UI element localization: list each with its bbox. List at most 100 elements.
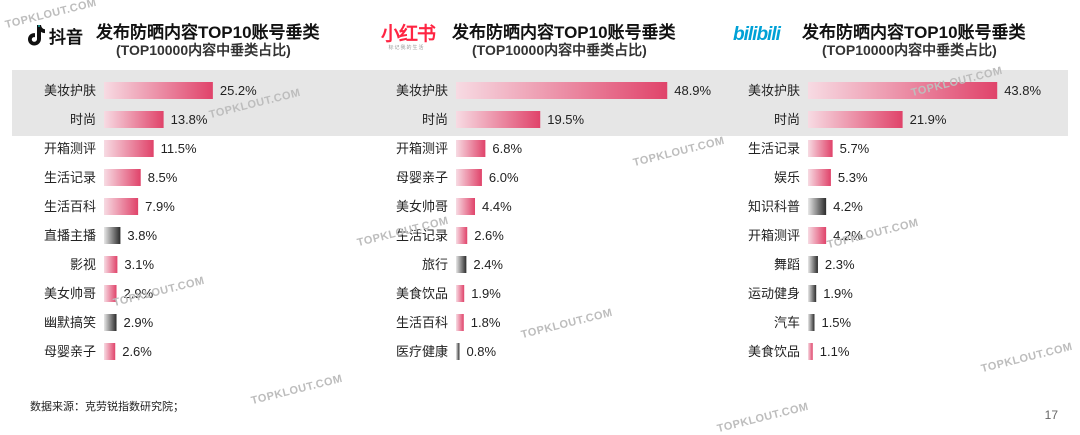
panel-header: bilibili 发布防晒内容TOP10账号垂类 (TOP10000内容中垂类占… xyxy=(730,12,1078,62)
bar-chart-bilibili: 美妆护肤 43.8% 时尚 21.9% 生活记录 5.7% 娱乐 5.3% 知识科普 4.2% 开箱… xyxy=(748,82,1042,360)
value-label: 4.2% xyxy=(833,199,863,214)
bar xyxy=(104,169,141,186)
bar xyxy=(104,227,121,244)
category-label: 开箱测评 xyxy=(44,141,96,156)
bar xyxy=(808,256,818,273)
bar xyxy=(456,256,467,273)
value-label: 2.4% xyxy=(473,257,503,272)
bar xyxy=(456,198,476,215)
value-label: 2.9% xyxy=(124,315,154,330)
bar xyxy=(808,227,827,244)
category-label: 时尚 xyxy=(70,112,96,127)
chart-panel-douyin: 抖音 发布防晒内容TOP10账号垂类 (TOP10000内容中垂类占比) 美妆护… xyxy=(26,0,374,380)
value-label: 3.8% xyxy=(127,228,157,243)
value-label: 48.9% xyxy=(674,83,711,98)
chart-title: 发布防晒内容TOP10账号垂类 xyxy=(802,23,1026,42)
watermark: TOPKLOUT.COM xyxy=(715,400,810,435)
value-label: 2.3% xyxy=(825,257,855,272)
category-label: 开箱测评 xyxy=(396,141,448,156)
value-label: 6.8% xyxy=(492,141,522,156)
page-number: 17 xyxy=(1044,408,1058,422)
category-label: 美妆护肤 xyxy=(44,83,96,98)
category-label: 时尚 xyxy=(774,112,800,127)
category-label: 幽默搞笑 xyxy=(44,315,96,330)
bar xyxy=(808,343,813,360)
value-label: 1.9% xyxy=(471,286,501,301)
bar xyxy=(808,285,817,302)
bar-chart-douyin: 美妆护肤 25.2% 时尚 13.8% 开箱测评 11.5% 生活记录 8.5% 生活百科 7.9… xyxy=(44,82,257,360)
category-label: 运动健身 xyxy=(748,286,800,301)
douyin-logo: 抖音 xyxy=(26,20,83,50)
brand-name: 小红书 xyxy=(381,24,436,45)
bar xyxy=(808,169,831,186)
bar xyxy=(104,140,154,157)
value-label: 13.8% xyxy=(171,112,208,127)
value-label: 1.5% xyxy=(821,315,851,330)
category-label: 生活百科 xyxy=(44,199,96,214)
bar xyxy=(456,82,668,99)
bar xyxy=(808,314,815,331)
bar xyxy=(104,343,116,360)
bar xyxy=(104,314,117,331)
value-label: 19.5% xyxy=(547,112,584,127)
bilibili-logo: bilibili xyxy=(730,20,781,50)
bar xyxy=(104,111,164,128)
category-label: 影视 xyxy=(70,257,96,272)
value-label: 4.4% xyxy=(482,199,512,214)
bar xyxy=(456,140,486,157)
category-label: 美女帅哥 xyxy=(44,286,96,301)
bar xyxy=(104,256,118,273)
value-label: 2.6% xyxy=(122,344,152,359)
chart-title: 发布防晒内容TOP10账号垂类 xyxy=(96,23,320,42)
category-label: 旅行 xyxy=(422,257,448,272)
category-label: 美妆护肤 xyxy=(396,83,448,98)
category-label: 时尚 xyxy=(422,112,448,127)
value-label: 1.1% xyxy=(820,344,850,359)
value-label: 5.3% xyxy=(838,170,868,185)
value-label: 2.9% xyxy=(124,286,154,301)
category-label: 生活记录 xyxy=(396,228,448,243)
bar xyxy=(104,198,139,215)
value-label: 1.9% xyxy=(823,286,853,301)
value-label: 6.0% xyxy=(489,170,519,185)
bar xyxy=(808,82,998,99)
chart-subtitle: (TOP10000内容中垂类占比) xyxy=(472,42,647,58)
chart-panel-bilibili: bilibili 发布防晒内容TOP10账号垂类 (TOP10000内容中垂类占… xyxy=(730,0,1078,380)
value-label: 3.1% xyxy=(124,257,154,272)
chart-panel-xiaohongshu: 小红书 标记我的生活 发布防晒内容TOP10账号垂类 (TOP10000内容中垂… xyxy=(378,0,726,380)
bar xyxy=(456,227,468,244)
category-label: 美妆护肤 xyxy=(748,83,800,98)
value-label: 2.6% xyxy=(474,228,504,243)
brand-name: bilibili xyxy=(733,24,781,45)
brand-slogan: 标记我的生活 xyxy=(388,45,425,51)
source-note: 数据来源：克劳锐指数研究院； xyxy=(30,401,184,413)
bar xyxy=(456,314,464,331)
douyin-note-icon xyxy=(28,25,45,46)
value-label: 8.5% xyxy=(148,170,178,185)
value-label: 7.9% xyxy=(145,199,175,214)
bar xyxy=(456,111,541,128)
category-label: 美女帅哥 xyxy=(396,199,448,214)
bar-chart-xiaohongshu: 美妆护肤 48.9% 时尚 19.5% 开箱测评 6.8% 母婴亲子 6.0% 美女帅哥 4.4%… xyxy=(396,82,712,360)
value-label: 43.8% xyxy=(1004,83,1041,98)
category-label: 舞蹈 xyxy=(774,257,800,272)
category-label: 美食饮品 xyxy=(748,344,800,359)
value-label: 25.2% xyxy=(220,83,257,98)
bar xyxy=(808,140,833,157)
category-label: 生活记录 xyxy=(44,170,96,185)
category-label: 母婴亲子 xyxy=(396,170,448,185)
chart-subtitle: (TOP10000内容中垂类占比) xyxy=(116,42,291,58)
value-label: 11.5% xyxy=(161,141,197,156)
bar xyxy=(808,198,827,215)
category-label: 母婴亲子 xyxy=(44,344,96,359)
bar xyxy=(456,285,465,302)
brand-name: 抖音 xyxy=(49,27,83,47)
category-label: 生活百科 xyxy=(396,315,448,330)
chart-title: 发布防晒内容TOP10账号垂类 xyxy=(452,23,676,42)
category-label: 直播主播 xyxy=(44,228,96,243)
panel-header: 小红书 标记我的生活 发布防晒内容TOP10账号垂类 (TOP10000内容中垂… xyxy=(378,12,726,62)
bar xyxy=(104,285,117,302)
category-label: 娱乐 xyxy=(774,170,800,185)
bar xyxy=(456,169,482,186)
value-label: 0.8% xyxy=(466,344,496,359)
